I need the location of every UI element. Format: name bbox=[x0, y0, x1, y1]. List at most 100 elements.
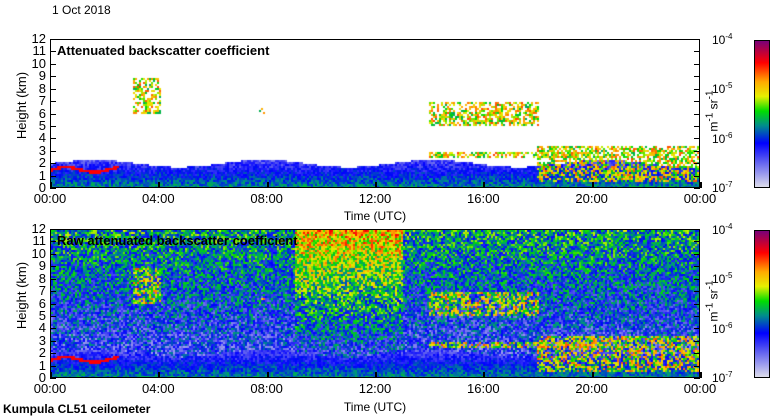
x-tick-mark bbox=[591, 372, 594, 378]
x-tick-mark bbox=[50, 372, 52, 378]
x-tick-label: 08:00 bbox=[250, 191, 283, 206]
y-tick-label: 7 bbox=[38, 283, 46, 299]
y-tick-label: 12 bbox=[31, 221, 46, 236]
y-tick-mark bbox=[50, 113, 56, 115]
y-tick-mark bbox=[694, 229, 700, 230]
colorbar-tick-label: 10-7 bbox=[712, 370, 733, 385]
date-label: 1 Oct 2018 bbox=[52, 3, 111, 17]
y-tick-label: 8 bbox=[38, 270, 46, 286]
x-axis-label: Time (UTC) bbox=[343, 209, 407, 223]
y-tick-label: 9 bbox=[38, 258, 46, 274]
y-tick-label: 8 bbox=[38, 80, 46, 96]
y-tick-mark bbox=[694, 340, 700, 342]
x-tick-label: 00:00 bbox=[33, 381, 67, 396]
y-tick-mark bbox=[50, 51, 56, 53]
x-tick-mark bbox=[266, 182, 269, 188]
x-tick-mark bbox=[266, 372, 269, 378]
y-tick-mark bbox=[50, 340, 56, 342]
y-tick-mark bbox=[50, 315, 56, 317]
x-tick-label: 20:00 bbox=[575, 191, 608, 206]
y-tick-mark bbox=[694, 315, 700, 317]
y-tick-label: 5 bbox=[38, 117, 46, 133]
x-tick-label: 20:00 bbox=[575, 381, 608, 396]
y-tick-label: 3 bbox=[38, 142, 46, 158]
x-tick-mark bbox=[483, 182, 486, 188]
y-tick-mark bbox=[694, 303, 700, 305]
y-tick-mark bbox=[50, 125, 56, 127]
y-tick-mark bbox=[694, 353, 700, 355]
y-tick-mark bbox=[694, 291, 700, 293]
colorbar-tick-label: 10-5 bbox=[712, 271, 733, 287]
x-tick-label: 12:00 bbox=[358, 191, 392, 206]
colorbar-tick-label: 10-4 bbox=[712, 32, 733, 47]
backscatter-heatmap bbox=[51, 40, 699, 187]
y-tick-mark bbox=[50, 150, 56, 152]
y-tick-mark bbox=[694, 150, 700, 152]
y-tick-mark bbox=[50, 241, 56, 243]
x-tick-label: 00:00 bbox=[683, 381, 717, 396]
x-tick-label: 00:00 bbox=[33, 191, 67, 206]
colorbar bbox=[754, 40, 770, 188]
x-tick-label: 04:00 bbox=[142, 381, 175, 396]
y-tick-mark bbox=[694, 163, 700, 165]
y-tick-label: 0 bbox=[38, 370, 46, 385]
y-tick-label: 6 bbox=[38, 105, 46, 121]
raw-backscatter-panel: Raw attenuated backscatter coefficient bbox=[50, 229, 700, 378]
instrument-label: Kumpula CL51 ceilometer bbox=[3, 402, 151, 416]
y-tick-label: 6 bbox=[38, 295, 46, 311]
y-tick-label: 12 bbox=[31, 31, 46, 46]
y-tick-mark bbox=[694, 51, 700, 53]
x-tick-label: 08:00 bbox=[250, 381, 283, 396]
colorbar-tick-label: 10-4 bbox=[712, 222, 733, 237]
raw-backscatter-heatmap bbox=[51, 230, 699, 377]
y-tick-mark bbox=[694, 266, 700, 268]
x-tick-mark bbox=[700, 372, 702, 378]
y-tick-label: 5 bbox=[38, 307, 46, 323]
backscatter-panel: Attenuated backscatter coefficient bbox=[50, 39, 700, 188]
y-tick-mark bbox=[694, 39, 700, 40]
colorbar bbox=[754, 230, 770, 378]
y-tick-label: 1 bbox=[38, 167, 46, 183]
y-tick-mark bbox=[50, 266, 56, 268]
x-tick-mark bbox=[158, 372, 161, 378]
y-tick-mark bbox=[50, 278, 56, 280]
x-tick-label: 16:00 bbox=[467, 191, 500, 206]
y-tick-mark bbox=[50, 39, 56, 40]
y-tick-mark bbox=[50, 229, 56, 230]
colorbar-tick-label: 10-6 bbox=[712, 130, 733, 146]
x-tick-mark bbox=[375, 372, 377, 378]
y-tick-label: 0 bbox=[38, 180, 46, 195]
x-tick-mark bbox=[591, 182, 594, 188]
y-tick-label: 10 bbox=[31, 55, 46, 71]
y-tick-mark bbox=[694, 253, 700, 255]
x-tick-label: 16:00 bbox=[467, 381, 500, 396]
y-tick-mark bbox=[694, 188, 700, 189]
colorbar-tick-label: 10-7 bbox=[712, 180, 733, 195]
y-tick-label: 4 bbox=[38, 130, 46, 146]
y-tick-label: 7 bbox=[38, 93, 46, 109]
y-tick-mark bbox=[50, 175, 56, 177]
colorbar-unit: m-1 sr-1 bbox=[704, 280, 721, 322]
y-tick-mark bbox=[50, 76, 56, 78]
panel-title: Attenuated backscatter coefficient bbox=[57, 43, 270, 58]
y-tick-mark bbox=[50, 353, 56, 355]
colorbar-tick-label: 10-5 bbox=[712, 81, 733, 97]
x-tick-label: 12:00 bbox=[358, 381, 392, 396]
colorbar-unit: m-1 sr-1 bbox=[704, 90, 721, 132]
y-tick-mark bbox=[694, 278, 700, 280]
y-tick-label: 9 bbox=[38, 68, 46, 84]
y-tick-mark bbox=[50, 365, 56, 367]
x-tick-mark bbox=[158, 182, 161, 188]
y-tick-mark bbox=[50, 101, 56, 103]
y-tick-mark bbox=[50, 291, 56, 293]
y-tick-mark bbox=[694, 378, 700, 379]
y-tick-label: 1 bbox=[38, 357, 46, 373]
y-tick-mark bbox=[694, 113, 700, 115]
y-tick-label: 2 bbox=[38, 345, 46, 361]
colorbar-tick-label: 10-6 bbox=[712, 320, 733, 336]
y-tick-mark bbox=[50, 163, 56, 165]
y-tick-mark bbox=[694, 241, 700, 243]
y-tick-mark bbox=[694, 365, 700, 367]
y-tick-mark bbox=[694, 63, 700, 65]
y-tick-mark bbox=[694, 125, 700, 127]
